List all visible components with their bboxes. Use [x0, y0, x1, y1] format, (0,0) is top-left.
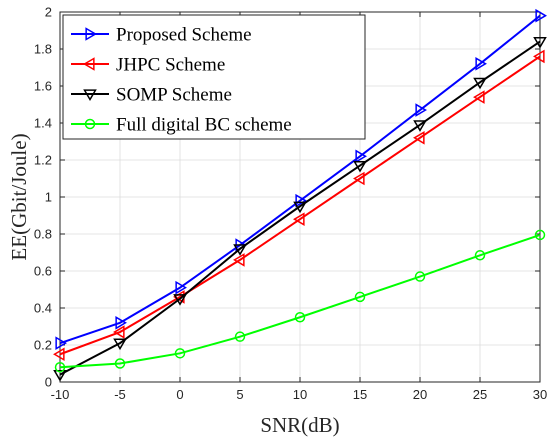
series-0 [55, 8, 547, 350]
x-tick-label-2: 0 [176, 387, 183, 402]
y-tick-label-0: 0 [45, 375, 52, 390]
x-tick-label-0: -10 [51, 387, 70, 402]
series-line-2 [59, 40, 541, 376]
y-tick-label-6: 1.2 [34, 153, 52, 168]
series-1-point-0 [53, 347, 65, 362]
legend-swatch-marker-3 [84, 118, 96, 130]
series-3 [54, 229, 546, 373]
y-tick-label-9: 1.8 [34, 42, 52, 57]
series-line-3 [59, 233, 541, 369]
x-tick-label-7: 25 [473, 387, 487, 402]
legend-item-3: Full digital BC scheme [71, 115, 292, 136]
series-0-point-6 [415, 103, 427, 117]
series-1-point-8 [533, 49, 545, 64]
legend-item-1: JHPC Scheme [71, 55, 225, 76]
legend-swatch-marker-2 [83, 89, 97, 101]
y-tick-label-3: 0.6 [34, 264, 52, 279]
series-3-point-1 [114, 358, 126, 369]
series-0-point-2 [175, 280, 187, 295]
series-3-point-8 [534, 229, 546, 241]
y-axis-label: EE(Gbit/Joule) [7, 133, 31, 260]
series-2-point-8 [533, 37, 547, 49]
series-1-point-5 [353, 171, 365, 186]
series-2-point-4 [293, 201, 307, 214]
x-tick-label-3: 5 [236, 387, 243, 402]
legend-item-0: Proposed Scheme [71, 25, 252, 46]
legend-item-2: SOMP Scheme [71, 85, 232, 106]
series-2 [53, 37, 547, 382]
series-0-point-1 [115, 315, 127, 330]
series-0-point-0 [55, 336, 67, 350]
legend-swatch-marker-0 [85, 27, 97, 41]
y-tick-label-5: 1 [45, 190, 52, 205]
x-tick-label-8: 30 [533, 387, 547, 402]
series-2-point-1 [113, 338, 127, 351]
x-tick-label-6: 20 [413, 387, 427, 402]
x-tick-label-5: 15 [353, 387, 367, 402]
legend-label-0: Proposed Scheme [116, 25, 252, 46]
series-3-point-4 [294, 312, 306, 323]
legend-box [62, 14, 366, 140]
y-tick-label-2: 0.4 [34, 301, 52, 316]
series-1-point-6 [413, 130, 425, 145]
series-3-point-3 [234, 331, 246, 342]
y-tick-label-10: 2 [45, 5, 52, 20]
legend-label-3: Full digital BC scheme [116, 115, 292, 136]
series-0-point-7 [475, 56, 487, 71]
legend-label-2: SOMP Scheme [116, 85, 232, 106]
series-2-point-3 [233, 244, 247, 256]
series-1-point-4 [293, 212, 305, 227]
series-3-point-7 [474, 250, 486, 261]
x-axis-label: SNR(dB) [260, 413, 339, 437]
series-1-point-3 [233, 253, 245, 267]
legend: Proposed Scheme JHPC Scheme SOMP Scheme Ful… [62, 14, 366, 140]
series-1-point-7 [473, 90, 485, 104]
legend-label-1: JHPC Scheme [116, 55, 225, 76]
axes: -10 -5 0 5 10 15 20 25 30 0 0.2 0.4 0.6 0.8 1 1.2 1.4 1.6… [34, 5, 547, 403]
series-3-point-6 [414, 271, 426, 282]
series-2-point-5 [353, 160, 367, 173]
y-tick-label-1: 0.2 [34, 338, 52, 353]
series-line-1 [59, 55, 541, 356]
series-layer [53, 8, 547, 382]
legend-swatch-marker-1 [83, 57, 95, 71]
x-tick-label-4: 10 [293, 387, 307, 402]
x-tick-label-1: -5 [114, 387, 126, 402]
series-0-point-5 [355, 149, 367, 164]
series-3-point-0 [54, 361, 66, 373]
series-0-point-8 [535, 8, 547, 23]
series-line-0 [59, 14, 541, 345]
series-2-point-0 [53, 370, 67, 382]
y-tick-label-8: 1.6 [34, 79, 52, 94]
series-2-point-6 [413, 120, 427, 132]
series-2-point-7 [473, 77, 487, 90]
series-3-point-2 [174, 348, 186, 359]
series-3-point-5 [354, 291, 366, 303]
series-2-point-2 [173, 294, 187, 306]
y-tick-label-4: 0.8 [34, 227, 52, 242]
series-1-point-1 [113, 325, 125, 339]
y-tick-label-7: 1.4 [34, 116, 52, 131]
series-0-point-4 [295, 193, 307, 208]
